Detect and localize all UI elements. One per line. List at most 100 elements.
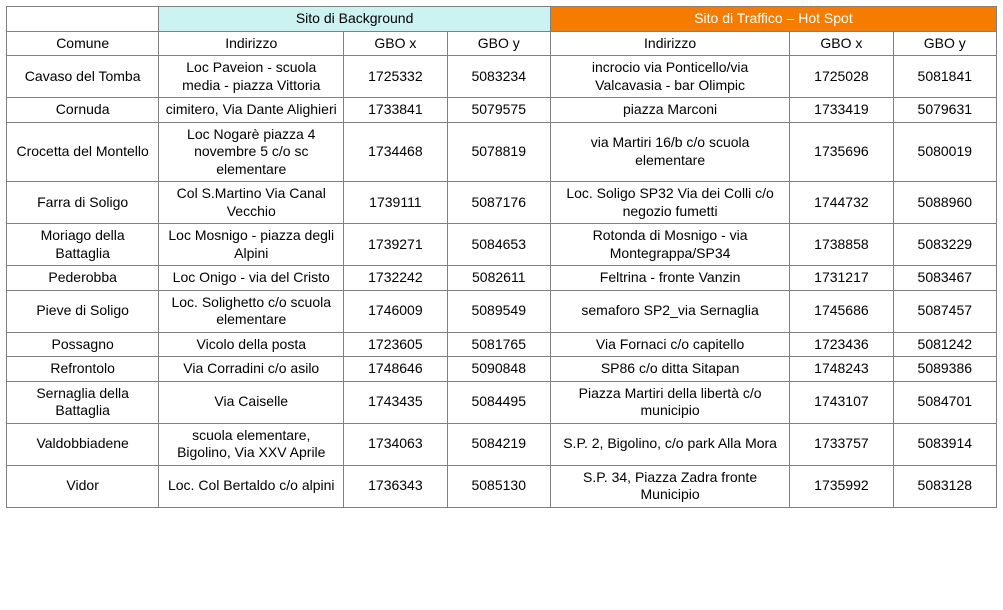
cell-tr-y: 5087457 — [893, 290, 996, 332]
cell-bg-addr: Loc Mosnigo - piazza degli Alpini — [159, 224, 344, 266]
cell-tr-y: 5083467 — [893, 266, 996, 291]
cell-tr-y: 5083128 — [893, 465, 996, 507]
cell-bg-addr: Vicolo della posta — [159, 332, 344, 357]
cell-bg-addr: cimitero, Via Dante Alighieri — [159, 98, 344, 123]
cell-comune: Pederobba — [7, 266, 159, 291]
cell-comune: Sernaglia della Battaglia — [7, 381, 159, 423]
cell-bg-addr: Loc. Col Bertaldo c/o alpini — [159, 465, 344, 507]
cell-tr-addr: piazza Marconi — [550, 98, 789, 123]
cell-comune: Cornuda — [7, 98, 159, 123]
cell-bg-y: 5079575 — [447, 98, 550, 123]
cell-tr-addr: Via Fornaci c/o capitello — [550, 332, 789, 357]
cell-tr-y: 5079631 — [893, 98, 996, 123]
cell-tr-x: 1744732 — [790, 182, 893, 224]
cell-bg-y: 5082611 — [447, 266, 550, 291]
cell-tr-addr: semaforo SP2_via Sernaglia — [550, 290, 789, 332]
cell-bg-x: 1736343 — [344, 465, 447, 507]
cell-comune: Moriago della Battaglia — [7, 224, 159, 266]
cell-bg-y: 5084653 — [447, 224, 550, 266]
table-row: RefrontoloVia Corradini c/o asilo1748646… — [7, 357, 997, 382]
cell-tr-x: 1731217 — [790, 266, 893, 291]
cell-bg-y: 5083234 — [447, 56, 550, 98]
cell-bg-x: 1734468 — [344, 122, 447, 182]
col-bg-indirizzo: Indirizzo — [159, 31, 344, 56]
cell-tr-x: 1748243 — [790, 357, 893, 382]
cell-bg-x: 1739271 — [344, 224, 447, 266]
cell-comune: Cavaso del Tomba — [7, 56, 159, 98]
cell-bg-x: 1734063 — [344, 423, 447, 465]
cell-tr-y: 5081242 — [893, 332, 996, 357]
cell-tr-y: 5083914 — [893, 423, 996, 465]
cell-tr-x: 1723436 — [790, 332, 893, 357]
cell-tr-x: 1738858 — [790, 224, 893, 266]
cell-bg-x: 1743435 — [344, 381, 447, 423]
cell-tr-x: 1745686 — [790, 290, 893, 332]
cell-bg-y: 5085130 — [447, 465, 550, 507]
table-row: VidorLoc. Col Bertaldo c/o alpini1736343… — [7, 465, 997, 507]
cell-tr-y: 5084701 — [893, 381, 996, 423]
cell-tr-addr: Rotonda di Mosnigo - via Montegrappa/SP3… — [550, 224, 789, 266]
cell-bg-addr: scuola elementare, Bigolino, Via XXV Apr… — [159, 423, 344, 465]
cell-comune: Pieve di Soligo — [7, 290, 159, 332]
cell-comune: Valdobbiadene — [7, 423, 159, 465]
table-head: Sito di Background Sito di Traffico – Ho… — [7, 7, 997, 56]
cell-tr-x: 1733757 — [790, 423, 893, 465]
header-group-row: Sito di Background Sito di Traffico – Ho… — [7, 7, 997, 32]
cell-tr-addr: S.P. 2, Bigolino, c/o park Alla Mora — [550, 423, 789, 465]
cell-bg-y: 5084495 — [447, 381, 550, 423]
cell-comune: Farra di Soligo — [7, 182, 159, 224]
cell-bg-x: 1748646 — [344, 357, 447, 382]
cell-bg-addr: Col S.Martino Via Canal Vecchio — [159, 182, 344, 224]
col-tr-gboy: GBO y — [893, 31, 996, 56]
cell-bg-x: 1723605 — [344, 332, 447, 357]
cell-tr-x: 1725028 — [790, 56, 893, 98]
cell-tr-y: 5089386 — [893, 357, 996, 382]
table-row: Moriago della BattagliaLoc Mosnigo - pia… — [7, 224, 997, 266]
cell-comune: Refrontolo — [7, 357, 159, 382]
cell-comune: Vidor — [7, 465, 159, 507]
sites-table: Sito di Background Sito di Traffico – Ho… — [6, 6, 997, 508]
header-columns-row: Comune Indirizzo GBO x GBO y Indirizzo G… — [7, 31, 997, 56]
table-body: Cavaso del TombaLoc Paveion - scuola med… — [7, 56, 997, 508]
cell-tr-addr: SP86 c/o ditta Sitapan — [550, 357, 789, 382]
table-row: Sernaglia della BattagliaVia Caiselle174… — [7, 381, 997, 423]
table-row: Cornudacimitero, Via Dante Alighieri 1733… — [7, 98, 997, 123]
table-row: PossagnoVicolo della posta17236055081765… — [7, 332, 997, 357]
cell-bg-x: 1725332 — [344, 56, 447, 98]
cell-tr-x: 1743107 — [790, 381, 893, 423]
cell-tr-x: 1733419 — [790, 98, 893, 123]
cell-bg-y: 5089549 — [447, 290, 550, 332]
cell-bg-x: 1739111 — [344, 182, 447, 224]
col-bg-gbox: GBO x — [344, 31, 447, 56]
table-row: Cavaso del TombaLoc Paveion - scuola med… — [7, 56, 997, 98]
table-row: Crocetta del MontelloLoc Nogarè piazza 4… — [7, 122, 997, 182]
cell-bg-y: 5078819 — [447, 122, 550, 182]
cell-tr-y: 5081841 — [893, 56, 996, 98]
cell-tr-x: 1735696 — [790, 122, 893, 182]
cell-tr-addr: via Martiri 16/b c/o scuola elementare — [550, 122, 789, 182]
col-tr-gbox: GBO x — [790, 31, 893, 56]
cell-tr-addr: incrocio via Ponticello/via Valcavasia -… — [550, 56, 789, 98]
table-container: Sito di Background Sito di Traffico – Ho… — [0, 0, 1003, 514]
cell-tr-y: 5083229 — [893, 224, 996, 266]
cell-bg-y: 5084219 — [447, 423, 550, 465]
cell-bg-addr: Loc Paveion - scuola media - piazza Vitt… — [159, 56, 344, 98]
cell-comune: Crocetta del Montello — [7, 122, 159, 182]
header-blank — [7, 7, 159, 32]
cell-bg-addr: Loc. Solighetto c/o scuola elementare — [159, 290, 344, 332]
col-bg-gboy: GBO y — [447, 31, 550, 56]
cell-bg-y: 5081765 — [447, 332, 550, 357]
cell-tr-x: 1735992 — [790, 465, 893, 507]
table-row: PederobbaLoc Onigo - via del Cristo17322… — [7, 266, 997, 291]
cell-tr-addr: Feltrina - fronte Vanzin — [550, 266, 789, 291]
cell-tr-y: 5080019 — [893, 122, 996, 182]
cell-bg-addr: Via Caiselle — [159, 381, 344, 423]
header-group-background: Sito di Background — [159, 7, 551, 32]
col-tr-indirizzo: Indirizzo — [550, 31, 789, 56]
cell-comune: Possagno — [7, 332, 159, 357]
cell-tr-addr: Piazza Martiri della libertà c/o municip… — [550, 381, 789, 423]
table-row: Valdobbiadenescuola elementare, Bigolino… — [7, 423, 997, 465]
header-group-traffic: Sito di Traffico – Hot Spot — [550, 7, 996, 32]
col-comune: Comune — [7, 31, 159, 56]
cell-bg-x: 1732242 — [344, 266, 447, 291]
